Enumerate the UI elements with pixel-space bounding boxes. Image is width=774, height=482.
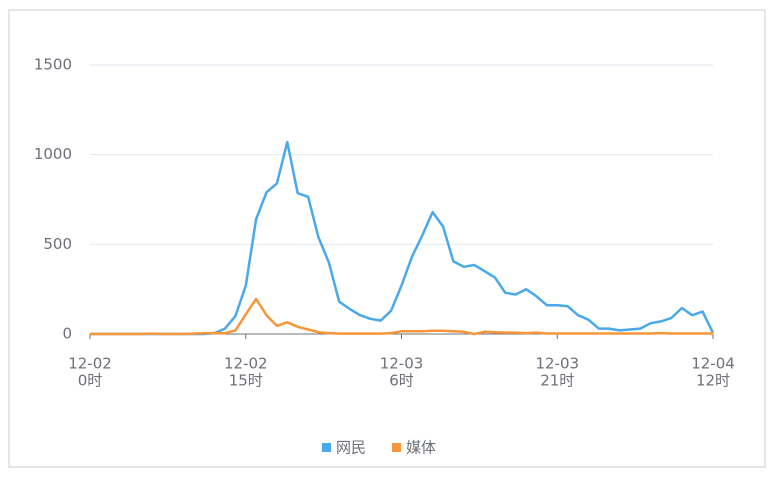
x-tick-label: 12时	[696, 372, 730, 390]
x-tick-label: 6时	[389, 372, 414, 390]
legend-swatch	[392, 443, 401, 452]
y-tick-label: 500	[43, 235, 72, 253]
x-tick-label: 12-04	[691, 355, 735, 373]
x-tick-label: 12-02	[68, 355, 112, 373]
x-tick-label: 12-03	[535, 355, 579, 373]
x-tick-label: 0时	[78, 372, 103, 390]
legend-label: 媒体	[406, 439, 436, 457]
y-tick-label: 0	[62, 325, 72, 343]
x-tick-label: 12-03	[380, 355, 424, 373]
y-tick-label: 1000	[34, 145, 72, 163]
series-line	[90, 297, 713, 336]
x-tick-label: 12-02	[224, 355, 268, 373]
x-tick-label: 21时	[540, 372, 574, 390]
legend-swatch	[322, 443, 331, 452]
y-tick-label: 1500	[34, 56, 72, 74]
x-tick-label: 15时	[229, 372, 263, 390]
frame	[8, 9, 766, 468]
legend-label: 网民	[336, 439, 366, 457]
